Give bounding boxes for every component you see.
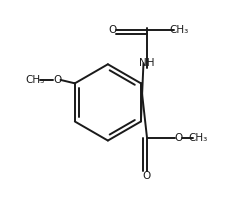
Text: O: O <box>53 75 61 85</box>
Text: NH: NH <box>139 58 155 68</box>
Text: O: O <box>109 25 117 35</box>
Text: CH₃: CH₃ <box>26 75 45 85</box>
Text: O: O <box>174 133 183 143</box>
Text: O: O <box>143 171 151 181</box>
Text: CH₃: CH₃ <box>188 133 207 143</box>
Text: O: O <box>36 79 37 80</box>
Text: CH₃: CH₃ <box>170 25 189 35</box>
